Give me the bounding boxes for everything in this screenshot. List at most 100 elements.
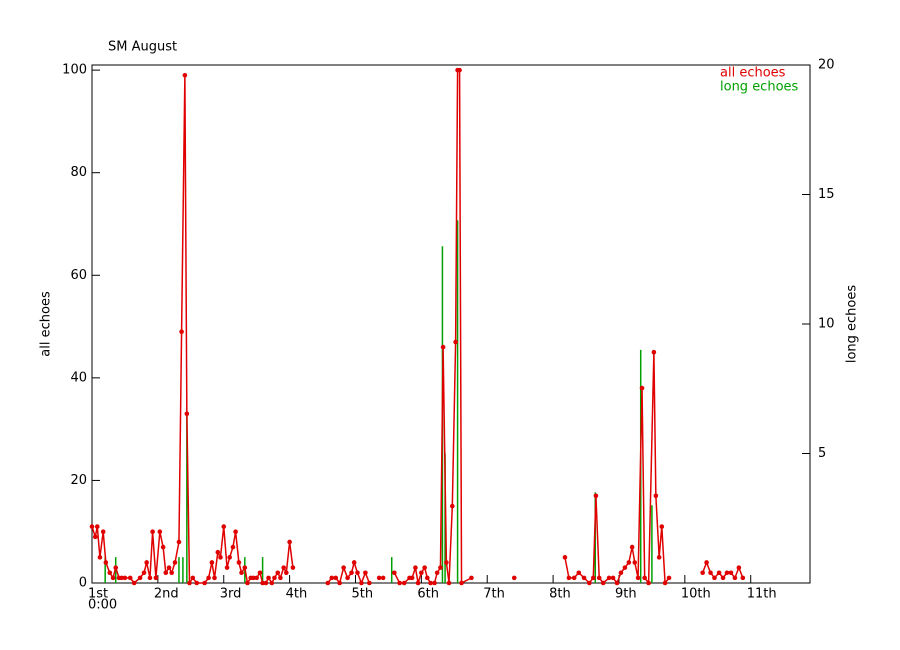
data-point xyxy=(257,570,263,576)
data-point xyxy=(251,575,256,581)
x-tick-label: 6th xyxy=(417,587,439,602)
x-tick-label: 1st xyxy=(88,587,108,602)
data-point xyxy=(409,575,415,581)
data-point xyxy=(363,570,368,576)
data-point xyxy=(144,560,149,565)
data-point xyxy=(606,575,612,581)
data-point xyxy=(587,580,592,586)
data-point xyxy=(89,524,95,529)
y2-axis-label: long echoes xyxy=(845,285,860,364)
data-point xyxy=(284,570,289,576)
data-point xyxy=(376,575,382,581)
data-point xyxy=(720,575,726,581)
x-origin-sublabel: 0:00 xyxy=(88,598,117,613)
data-point xyxy=(160,544,166,550)
data-point xyxy=(281,565,286,570)
data-point xyxy=(275,570,281,576)
data-point xyxy=(150,529,155,535)
data-point xyxy=(100,529,106,535)
data-point xyxy=(92,534,98,540)
x-tick-label: 10th xyxy=(681,587,711,602)
y-tick-label: 80 xyxy=(70,165,87,180)
y2-tick-label: 15 xyxy=(818,187,835,202)
data-point xyxy=(424,575,430,581)
data-point xyxy=(590,575,596,581)
data-point xyxy=(646,580,651,586)
data-point xyxy=(187,580,192,586)
y2-tick-label: 20 xyxy=(818,58,835,73)
data-point xyxy=(329,575,335,581)
data-point xyxy=(230,544,236,550)
data-point xyxy=(708,570,713,576)
data-point xyxy=(355,570,360,576)
data-point xyxy=(629,544,635,550)
data-point xyxy=(453,339,458,345)
y-tick-label: 100 xyxy=(62,63,87,78)
data-point xyxy=(337,580,342,586)
data-point xyxy=(392,570,397,576)
data-point xyxy=(224,565,230,570)
data-point xyxy=(446,580,452,586)
data-point xyxy=(190,575,196,581)
data-point xyxy=(632,560,638,565)
data-point xyxy=(290,565,296,570)
data-point xyxy=(571,575,577,581)
data-point xyxy=(422,565,427,570)
data-point xyxy=(227,555,232,560)
series-line xyxy=(91,69,744,586)
data-point xyxy=(576,570,582,576)
data-point xyxy=(176,539,182,545)
data-point xyxy=(626,560,632,565)
x-tick-label: 11th xyxy=(747,587,777,602)
y-axis-label: all echoes xyxy=(39,291,54,357)
y-tick-label: 20 xyxy=(70,473,87,488)
data-point xyxy=(194,580,200,586)
data-point xyxy=(218,555,223,560)
data-point xyxy=(566,575,572,581)
data-point xyxy=(434,570,440,576)
data-point xyxy=(593,493,599,499)
data-point xyxy=(724,570,730,576)
data-point xyxy=(469,575,474,581)
data-point xyxy=(260,580,265,586)
legend-entry: long echoes xyxy=(720,80,799,95)
x-tick-label: 5th xyxy=(351,587,373,602)
data-point xyxy=(401,580,407,586)
y-tick-label: 0 xyxy=(79,576,87,591)
data-point xyxy=(107,570,113,576)
data-point xyxy=(182,72,188,78)
data-point xyxy=(236,560,242,565)
data-point xyxy=(179,329,184,334)
data-point xyxy=(659,524,665,529)
data-point xyxy=(380,575,386,581)
data-point xyxy=(209,560,215,565)
x-tick-label: 2nd xyxy=(154,587,179,602)
data-point xyxy=(141,570,147,576)
y-tick-label: 60 xyxy=(70,268,87,283)
data-point xyxy=(157,529,163,535)
data-point xyxy=(97,555,103,560)
data-point xyxy=(341,565,346,570)
data-point xyxy=(415,580,421,586)
data-point xyxy=(351,560,357,565)
data-point xyxy=(642,575,647,581)
data-point xyxy=(700,570,705,576)
data-point xyxy=(172,560,178,565)
y2-tick-label: 10 xyxy=(818,317,835,332)
data-point xyxy=(728,570,734,576)
data-point xyxy=(596,575,602,581)
data-point xyxy=(349,570,354,576)
legend-entry: all echoes xyxy=(720,66,786,81)
data-point xyxy=(127,575,133,581)
data-point xyxy=(166,565,172,570)
data-point xyxy=(103,560,109,565)
data-point xyxy=(242,565,248,570)
data-point xyxy=(269,580,275,586)
data-point xyxy=(131,580,137,586)
data-point xyxy=(432,580,437,586)
data-point xyxy=(704,560,709,565)
data-point xyxy=(287,539,292,545)
data-point xyxy=(169,570,175,576)
data-point xyxy=(122,575,128,581)
data-point xyxy=(581,575,587,581)
